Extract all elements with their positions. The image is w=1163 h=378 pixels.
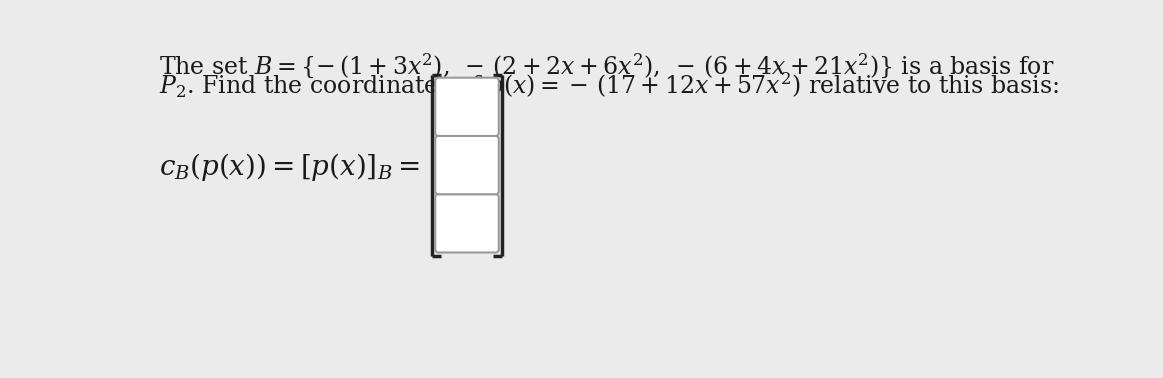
- Text: $P_2$. Find the coordinates of $p(x) = -\,(17+12x+57x^2)$ relative to this basis: $P_2$. Find the coordinates of $p(x) = -…: [159, 70, 1059, 101]
- Text: $c_B(p(x)) = [p(x)]_B = $: $c_B(p(x)) = [p(x)]_B = $: [159, 151, 420, 183]
- FancyBboxPatch shape: [435, 136, 499, 194]
- FancyBboxPatch shape: [435, 194, 499, 253]
- FancyBboxPatch shape: [435, 78, 499, 136]
- Text: The set $B = \{-\,(1+3x^2),\;-\,(2+2x+6x^2),\;-\,(6+4x+21x^2)\}$ is a basis for: The set $B = \{-\,(1+3x^2),\;-\,(2+2x+6x…: [159, 51, 1055, 81]
